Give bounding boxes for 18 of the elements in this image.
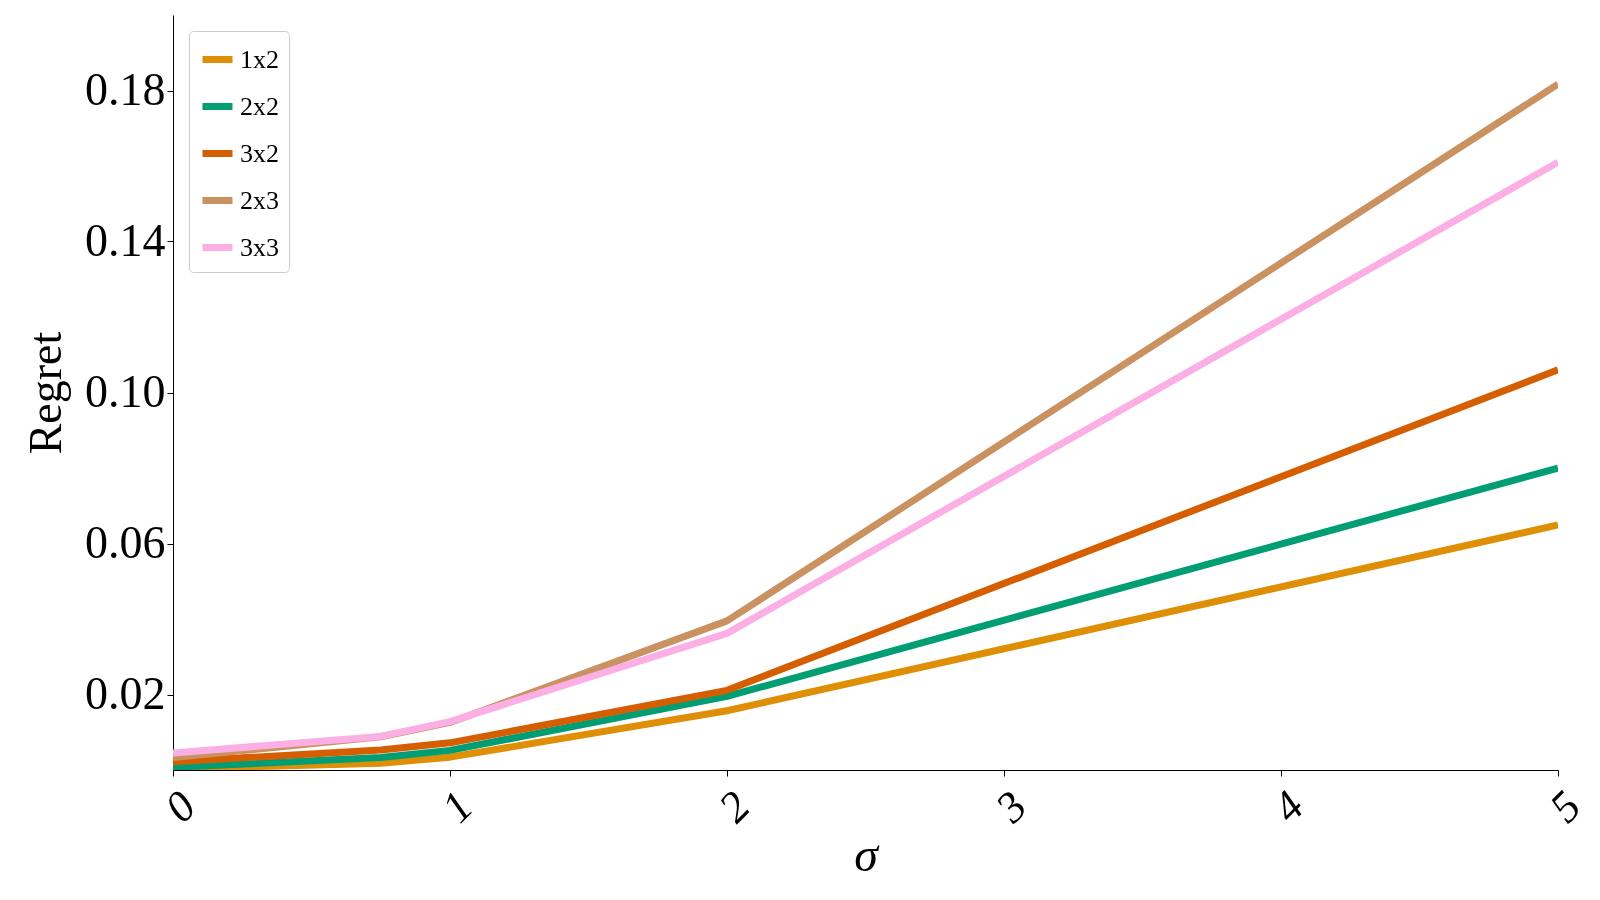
legend-label: 3x3 [240, 232, 279, 262]
x-tick-label: 1 [432, 781, 483, 832]
y-tick-label: 0.18 [85, 64, 166, 115]
legend-label: 3x2 [240, 138, 279, 168]
x-axis-title: σ [854, 828, 881, 882]
y-tick-label: 0.02 [85, 668, 166, 719]
legend-label: 2x2 [240, 91, 279, 121]
x-tick-label: 2 [709, 781, 760, 832]
y-tick-label: 0.14 [85, 215, 166, 266]
x-tick-label: 5 [1540, 781, 1591, 832]
y-tick-label: 0.06 [85, 517, 166, 568]
x-tick-label: 3 [985, 781, 1037, 833]
legend-label: 1x2 [240, 44, 279, 74]
legend-label: 2x3 [240, 185, 279, 215]
x-tick-label: 4 [1263, 781, 1314, 832]
y-tick-label: 0.10 [85, 366, 166, 417]
x-tick-label: 0 [155, 781, 206, 832]
y-axis-title: Regret [20, 331, 71, 455]
